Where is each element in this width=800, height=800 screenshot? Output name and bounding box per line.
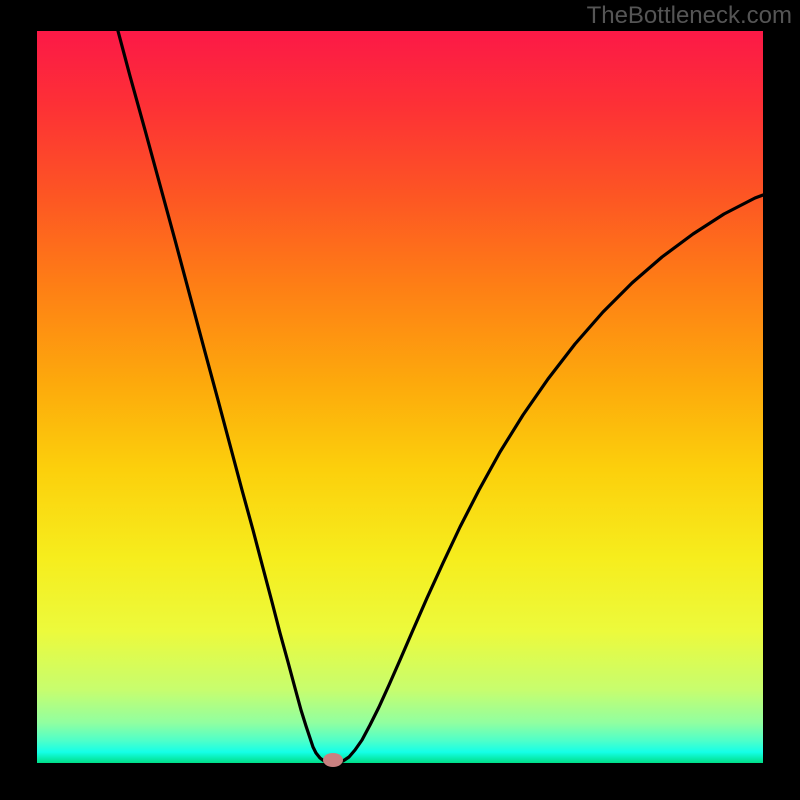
bottleneck-chart: [0, 0, 800, 800]
plot-background: [37, 31, 763, 763]
chart-frame: TheBottleneck.com: [0, 0, 800, 800]
watermark-text: TheBottleneck.com: [587, 2, 792, 30]
optimum-marker: [323, 753, 343, 767]
